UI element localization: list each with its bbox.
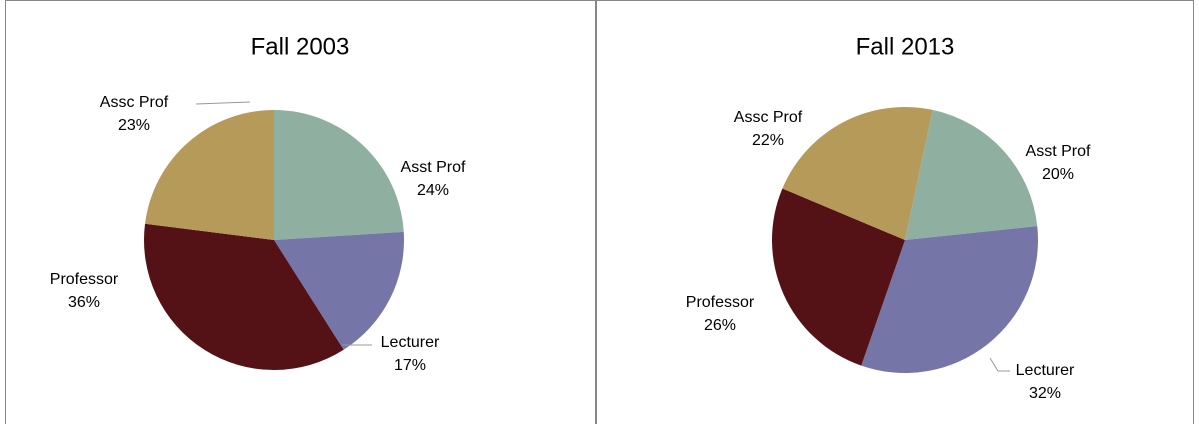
slice-value-label: 20% — [1042, 166, 1074, 183]
pie-slice — [905, 109, 1038, 240]
chart-title: Fall 2003 — [251, 33, 350, 60]
slice-value-label: 23% — [118, 117, 150, 134]
leader-line — [989, 357, 1010, 372]
slice-label: Professor — [50, 271, 119, 288]
slice-label: Professor — [686, 294, 755, 311]
slice-value-label: 36% — [68, 294, 100, 311]
slice-label: Lecturer — [381, 334, 440, 351]
slice-label: Assc Prof — [100, 94, 169, 111]
pie-slice — [772, 188, 905, 366]
pie-slice — [782, 106, 933, 240]
slice-label: Assc Prof — [734, 109, 803, 126]
slice-value-label: 32% — [1029, 385, 1061, 402]
leader-line — [195, 101, 251, 105]
pie-slice — [144, 223, 344, 370]
slice-value-label: 26% — [704, 317, 736, 334]
chart-title: Fall 2013 — [856, 33, 955, 60]
slice-label: Lecturer — [1016, 362, 1075, 379]
slice-label: Asst Prof — [401, 159, 466, 176]
pie-slice — [274, 231, 404, 350]
slice-value-label: 17% — [394, 357, 426, 374]
slice-value-label: 24% — [417, 182, 449, 199]
pie-slice — [274, 110, 404, 240]
slice-label: Asst Prof — [1026, 143, 1091, 160]
slice-value-label: 22% — [752, 132, 784, 149]
pie-slice — [861, 226, 1038, 373]
pie-slice — [145, 110, 274, 240]
